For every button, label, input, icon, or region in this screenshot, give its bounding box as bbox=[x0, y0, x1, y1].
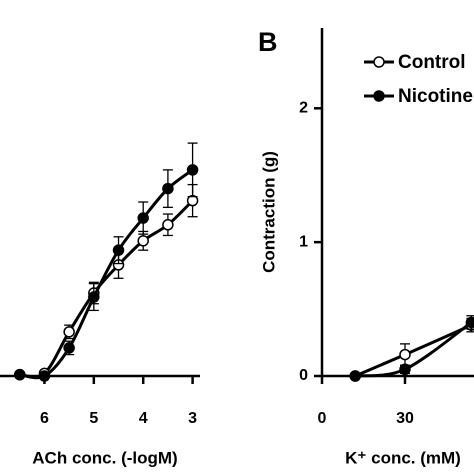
legend-label: Nicotine bbox=[398, 86, 473, 107]
panel-label: B bbox=[258, 27, 278, 57]
data-point bbox=[137, 212, 149, 224]
x-axis-label: K⁺ conc. (mM) bbox=[345, 448, 461, 467]
y-axis-label: Contraction (g) bbox=[259, 151, 278, 273]
x-tick-label: 6 bbox=[40, 410, 49, 427]
data-point bbox=[399, 363, 411, 376]
legend-marker bbox=[373, 56, 385, 68]
data-point bbox=[88, 291, 100, 303]
data-point bbox=[63, 326, 75, 338]
x-tick-label: 3 bbox=[188, 410, 197, 427]
x-tick-label: 4 bbox=[139, 410, 148, 427]
data-point bbox=[465, 316, 474, 329]
data-point bbox=[162, 219, 174, 231]
data-point bbox=[38, 370, 51, 382]
x-axis-label: ACh conc. (-logM) bbox=[32, 448, 177, 467]
data-point bbox=[63, 342, 75, 354]
legend-marker bbox=[373, 90, 385, 102]
series-line bbox=[354, 323, 473, 378]
y-tick-label: 0 bbox=[299, 367, 308, 384]
data-point bbox=[137, 235, 149, 247]
data-point bbox=[186, 164, 199, 176]
data-point bbox=[14, 368, 26, 381]
data-point bbox=[162, 182, 174, 195]
data-point bbox=[399, 348, 411, 361]
legend-label: Control bbox=[398, 52, 466, 73]
data-point bbox=[112, 244, 125, 256]
y-tick-label: 1 bbox=[299, 233, 308, 250]
x-tick-label: 30 bbox=[396, 410, 414, 427]
data-point bbox=[349, 370, 361, 382]
x-tick-label: 5 bbox=[89, 410, 98, 427]
y-tick-label: 2 bbox=[299, 100, 308, 117]
series-line bbox=[19, 168, 194, 380]
x-tick-label: 0 bbox=[318, 410, 327, 427]
